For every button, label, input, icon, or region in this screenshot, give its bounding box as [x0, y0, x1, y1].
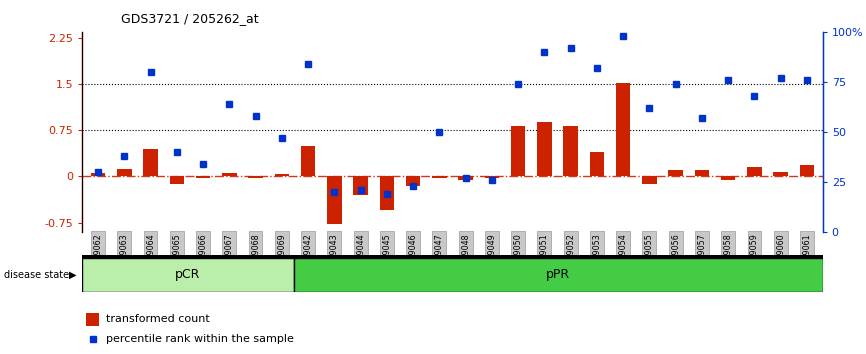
Bar: [669, 170, 683, 177]
Bar: [432, 177, 447, 178]
Text: percentile rank within the sample: percentile rank within the sample: [106, 333, 294, 344]
Text: pCR: pCR: [175, 268, 201, 281]
Bar: [301, 146, 315, 177]
Bar: [327, 177, 341, 224]
Text: transformed count: transformed count: [106, 314, 210, 325]
Bar: [485, 177, 499, 178]
Bar: [170, 177, 184, 184]
Bar: [353, 177, 368, 195]
Bar: [249, 177, 262, 178]
Text: pPR: pPR: [546, 268, 571, 281]
Bar: [82, 258, 294, 292]
Bar: [616, 83, 630, 177]
Bar: [196, 177, 210, 178]
Bar: [91, 173, 106, 177]
Bar: [294, 258, 823, 292]
Bar: [747, 167, 762, 177]
Bar: [143, 149, 158, 177]
Bar: [643, 177, 656, 184]
Bar: [564, 126, 578, 177]
Bar: [511, 126, 526, 177]
Bar: [86, 313, 100, 326]
Bar: [537, 122, 552, 177]
Bar: [799, 165, 814, 177]
Bar: [721, 177, 735, 179]
Bar: [275, 174, 289, 177]
Bar: [590, 152, 604, 177]
Bar: [117, 169, 132, 177]
Bar: [773, 172, 788, 177]
Text: disease state: disease state: [4, 270, 69, 280]
Bar: [695, 170, 709, 177]
Bar: [379, 177, 394, 210]
Text: GDS3721 / 205262_at: GDS3721 / 205262_at: [121, 12, 259, 25]
Text: ▶: ▶: [68, 270, 76, 280]
Bar: [406, 177, 420, 186]
Bar: [458, 177, 473, 179]
Bar: [222, 173, 236, 177]
